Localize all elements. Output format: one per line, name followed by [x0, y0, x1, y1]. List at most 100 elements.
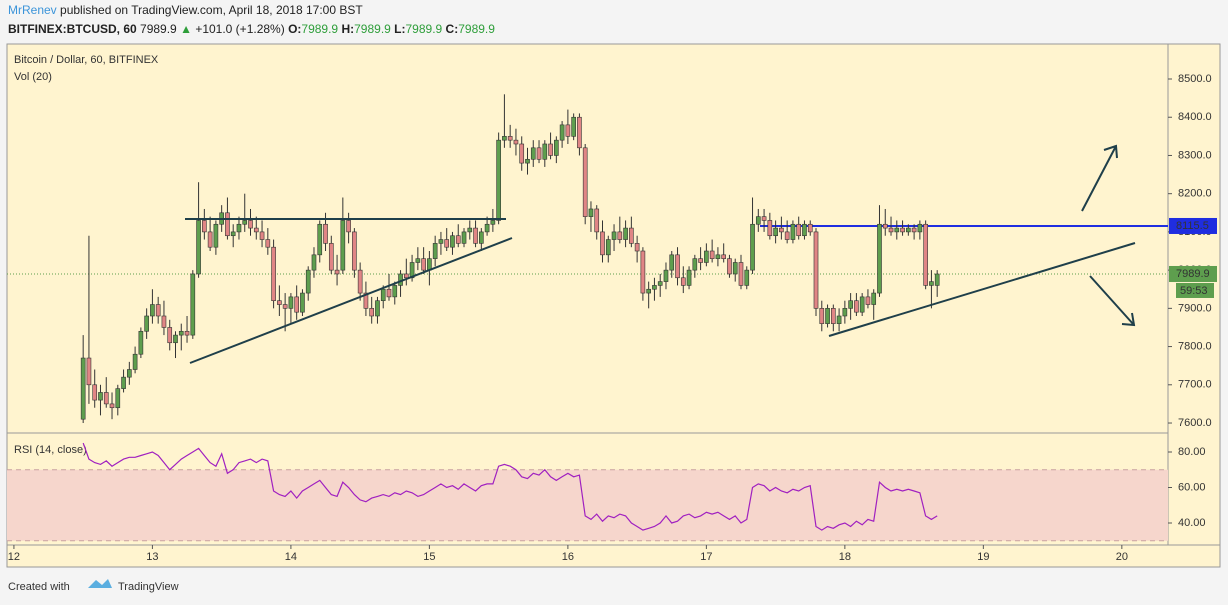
y-tick-label: 7900.0: [1178, 302, 1212, 314]
candle-body: [825, 308, 830, 324]
header-line-2: BITFINEX:BTCUSD, 60 7989.9 ▲ +101.0 (+1.…: [8, 22, 495, 36]
candle-body: [738, 262, 744, 286]
candle-body: [455, 235, 461, 244]
candle-body: [288, 296, 294, 309]
candle-body: [709, 250, 715, 259]
candle-body: [357, 269, 363, 294]
candle-body: [865, 296, 871, 305]
candle-body: [161, 315, 167, 328]
candle-body: [842, 308, 848, 317]
candle-body: [305, 269, 311, 294]
candle-body: [392, 285, 398, 298]
o-value: 7989.9: [301, 22, 338, 36]
candle-body: [92, 384, 98, 401]
x-tick-label: 18: [839, 551, 851, 563]
candle-body: [352, 231, 357, 271]
candle-body: [467, 227, 473, 233]
candle-body: [819, 308, 825, 324]
o-label: O:: [288, 22, 301, 36]
rsi-band: [7, 469, 1168, 541]
change: +101.0 (+1.28%): [195, 22, 284, 36]
candle-body: [230, 231, 236, 237]
candle-body: [190, 273, 196, 336]
candle-body: [617, 231, 623, 240]
rsi-tick-label: 60.00: [1178, 481, 1206, 493]
candle-body: [265, 239, 271, 248]
arrow-up: [1081, 144, 1118, 212]
candle-body: [929, 281, 934, 286]
candle-body: [577, 116, 582, 149]
candle-body: [334, 269, 340, 275]
countdown-label: 59:53: [1180, 285, 1208, 297]
trend-line: [189, 237, 513, 364]
candle-body: [80, 357, 86, 420]
candle-body: [513, 139, 519, 145]
candle-body: [542, 143, 548, 160]
c-label: C:: [446, 22, 459, 36]
candle-body: [640, 250, 646, 294]
footer-brand[interactable]: TradingView: [118, 581, 179, 593]
candle-body: [721, 254, 727, 259]
candle-body: [750, 223, 755, 271]
candle-body: [346, 220, 351, 233]
candle-body: [767, 220, 773, 237]
author: MrRenev: [8, 3, 57, 17]
level-tag-label: 8115.5: [1176, 220, 1209, 232]
candle-body: [888, 227, 894, 233]
candle-body: [155, 304, 161, 317]
candle-body: [98, 392, 103, 401]
candle-body: [629, 227, 634, 244]
candle-body: [144, 315, 149, 332]
candle-body: [184, 330, 190, 336]
candle-body: [432, 243, 438, 259]
candle-body: [859, 296, 865, 313]
candle-body: [202, 220, 207, 233]
candle-body: [934, 273, 940, 286]
x-tick-label: 12: [8, 551, 20, 563]
level-tag: [1169, 217, 1217, 234]
candle-body: [450, 235, 455, 248]
candle-body: [657, 281, 663, 286]
candle-body: [178, 330, 184, 336]
candle-body: [461, 231, 467, 244]
candle-body: [421, 258, 426, 271]
candle-body: [253, 227, 259, 233]
candle-body: [796, 223, 802, 237]
rsi-label: RSI (14, close): [14, 444, 87, 456]
candle-body: [669, 254, 675, 271]
candle-body: [652, 285, 657, 290]
candle-body: [507, 136, 513, 141]
candle-body: [103, 392, 109, 405]
candle-body: [882, 223, 888, 229]
candle-body: [213, 223, 219, 248]
rsi-line: [82, 442, 938, 531]
candle-body: [236, 223, 242, 233]
logo: [88, 579, 112, 588]
candle-body: [704, 250, 709, 263]
candle-body: [594, 208, 600, 233]
candle-body: [848, 300, 853, 309]
candle-body: [784, 231, 790, 240]
candle-body: [225, 212, 230, 237]
candle-body: [571, 116, 576, 137]
candle-body: [242, 220, 248, 225]
candle-body: [519, 143, 525, 164]
x-tick-label: 17: [700, 551, 712, 563]
footer-created: Created with: [8, 581, 70, 593]
x-tick-label: 16: [562, 551, 574, 563]
candle-body: [588, 208, 594, 217]
candle-body: [479, 231, 484, 244]
candle-body: [582, 147, 588, 217]
candle-body: [196, 220, 201, 275]
candle-body: [830, 308, 836, 324]
candle-body: [836, 315, 842, 324]
candle-body: [675, 254, 680, 279]
header-line-1: MrRenev published on TradingView.com, Ap…: [8, 3, 363, 17]
candle-body: [761, 216, 767, 221]
candle-body: [490, 220, 496, 225]
candle-body: [611, 231, 617, 240]
candle-body: [744, 269, 750, 286]
candle-body: [923, 223, 928, 286]
candle-body: [444, 239, 450, 248]
